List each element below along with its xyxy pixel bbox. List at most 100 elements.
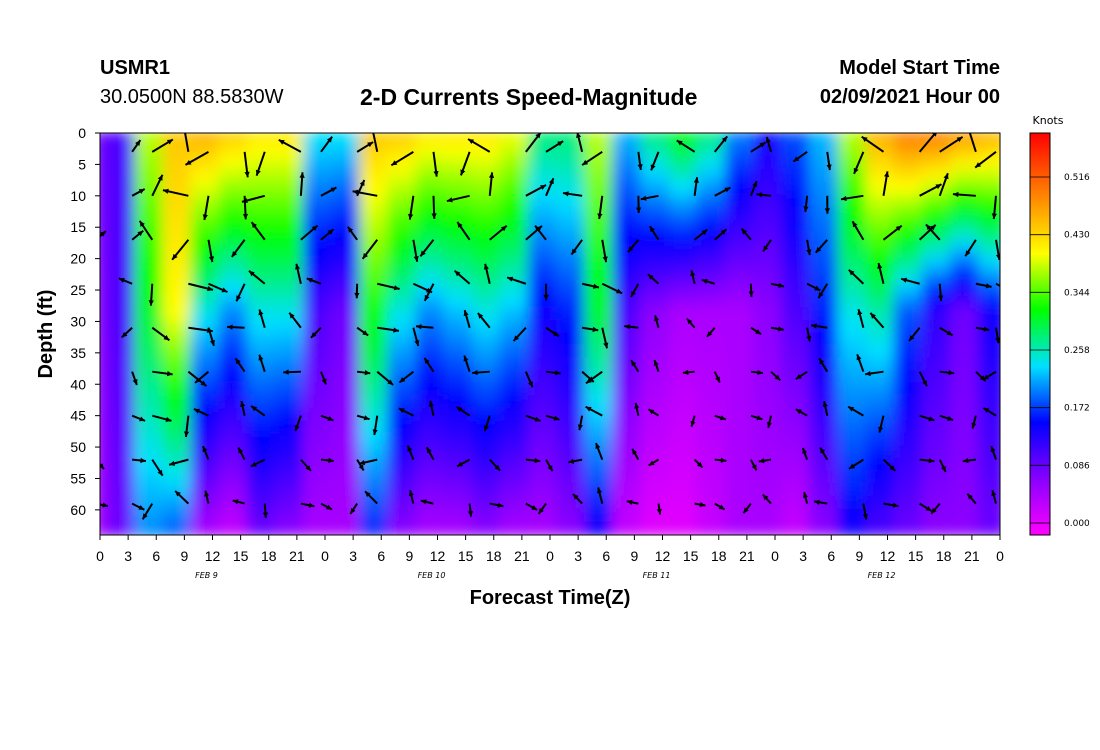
current-arrow [300, 458, 312, 472]
x-tick-label: 12 [880, 548, 896, 564]
current-arrow [460, 151, 471, 176]
day-label: FEB 9 [195, 571, 218, 580]
current-arrow [601, 327, 609, 349]
heat-cell [977, 143, 1000, 161]
y-tick-label: 45 [70, 408, 86, 424]
x-tick-label: 3 [574, 548, 582, 564]
current-vectors [88, 133, 1000, 520]
current-arrow [412, 327, 420, 347]
current-arrow [848, 269, 865, 285]
current-arrow [964, 239, 977, 257]
current-arrow [572, 493, 583, 505]
current-arrow [792, 151, 808, 163]
x-tick-label: 18 [936, 548, 952, 564]
current-arrow [258, 309, 266, 328]
current-arrow [862, 503, 868, 520]
colorbar-unit: Knots [1033, 114, 1064, 127]
colorbar-tick-label: 0.000 [1064, 519, 1090, 529]
current-arrow [686, 317, 696, 329]
heat-cell [977, 507, 1000, 525]
current-arrow [630, 283, 640, 298]
current-arrow [250, 458, 266, 468]
x-tick-label: 6 [152, 548, 160, 564]
current-arrow [939, 136, 964, 153]
current-arrow [847, 405, 864, 417]
station-id: USMR1 [100, 57, 171, 79]
current-arrow [795, 370, 808, 381]
current-arrow [882, 224, 903, 241]
current-arrow [975, 326, 990, 332]
day-label: FEB 11 [643, 571, 671, 580]
x-tick-label: 0 [771, 548, 779, 564]
current-arrow [714, 228, 728, 241]
current-arrow [132, 457, 147, 464]
current-arrow [750, 326, 762, 336]
current-arrow [750, 414, 763, 421]
current-arrow [748, 283, 754, 297]
heat-cell [977, 369, 1000, 387]
current-arrow [878, 415, 885, 433]
current-arrow [939, 414, 954, 422]
current-arrow [456, 458, 471, 468]
current-arrow [91, 416, 96, 428]
current-arrow [320, 502, 333, 511]
y-tick-label: 5 [78, 156, 86, 172]
current-arrow [131, 229, 144, 241]
x-axis: 0 3 6 9 12 15 18 21 0 3 6 9 12 15 18 21 0 3 6 9 12 15 18 21 0 3 6 9… [96, 535, 1004, 564]
heat-cell [977, 419, 1000, 437]
current-arrow [690, 270, 696, 284]
current-arrow [88, 317, 96, 327]
current-arrow [713, 371, 721, 383]
current-arrow [585, 370, 603, 385]
current-arrow [183, 415, 190, 438]
current-arrow [770, 370, 781, 382]
x-tick-label: 21 [514, 548, 530, 564]
current-arrow [758, 458, 772, 464]
y-tick-label: 40 [70, 376, 86, 392]
current-arrow [813, 499, 828, 505]
x-tick-label: 3 [349, 548, 357, 564]
current-arrow [237, 447, 246, 461]
heat-cell [977, 168, 1000, 186]
current-arrow [372, 415, 379, 436]
plot-area [88, 132, 1001, 536]
current-arrow [826, 151, 832, 171]
chart-title: 2-D Currents Speed-Magnitude [360, 84, 698, 110]
x-tick-label: 0 [546, 548, 554, 564]
current-arrow [248, 270, 266, 285]
current-arrow [506, 276, 527, 285]
current-arrow [938, 172, 949, 197]
current-arrow [714, 414, 727, 421]
current-arrow [596, 487, 604, 504]
heat-cell [977, 520, 1000, 535]
current-arrow [431, 195, 437, 219]
current-arrow [398, 407, 414, 417]
current-arrow [174, 490, 190, 505]
current-arrow [512, 327, 527, 342]
current-arrow [938, 459, 947, 473]
current-arrow [320, 136, 333, 153]
x-tick-label: 9 [855, 548, 863, 564]
current-arrow [762, 239, 772, 252]
day-labels: FEB 9 FEB 10 FEB 11 FEB 12 [195, 571, 895, 580]
current-arrow [456, 406, 471, 417]
y-tick-label: 55 [70, 470, 86, 486]
current-arrow [151, 459, 164, 477]
current-arrow [938, 283, 944, 302]
heat-cell [977, 218, 1000, 236]
x-tick-label: 21 [964, 548, 980, 564]
y-axis-label: Depth (ft) [35, 290, 57, 379]
current-arrow [995, 327, 1000, 344]
current-arrow [545, 326, 560, 338]
colorbar-tick-label: 0.516 [1064, 173, 1090, 183]
current-arrow [861, 135, 885, 153]
current-arrow [390, 150, 414, 167]
current-arrow [982, 370, 997, 381]
current-arrow [467, 503, 474, 517]
current-arrow [851, 220, 865, 241]
current-arrow [882, 458, 896, 472]
current-arrow [262, 503, 269, 519]
current-arrow [423, 357, 435, 373]
current-arrow [577, 415, 584, 431]
current-arrow [208, 282, 228, 293]
